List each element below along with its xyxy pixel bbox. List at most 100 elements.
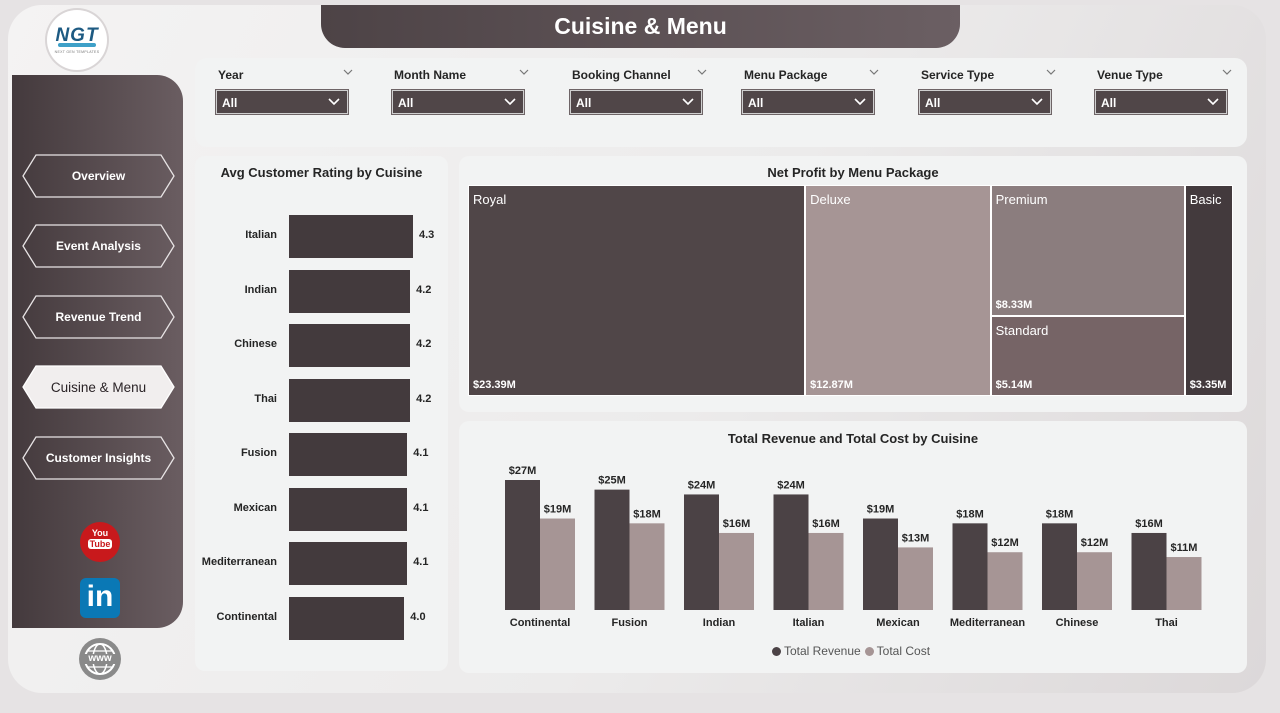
- rating-bar[interactable]: [289, 487, 408, 531]
- revenue-bar[interactable]: [1131, 532, 1167, 610]
- rating-bar[interactable]: [289, 269, 411, 313]
- page-title-bar: Cuisine & Menu: [321, 5, 960, 48]
- nav-overview-button[interactable]: Overview: [22, 154, 175, 198]
- chevron-down-icon[interactable]: [342, 66, 354, 78]
- rating-bar[interactable]: [289, 433, 408, 476]
- revenue-cost-title: Total Revenue and Total Cost by Cuisine: [727, 431, 979, 446]
- cost-bar[interactable]: [1077, 552, 1112, 610]
- revenue-bar[interactable]: [1042, 523, 1077, 610]
- cost-value-label: $11M: [1171, 542, 1198, 554]
- treemap-tile-royal[interactable]: Royal $23.39M: [468, 185, 806, 396]
- revenue-bar[interactable]: [863, 518, 898, 610]
- treemap-tile-basic[interactable]: Basic $3.35M: [1184, 185, 1233, 396]
- filter-value: All: [222, 96, 238, 110]
- treemap-tile-value: $5.14M: [995, 379, 1033, 391]
- nav-revenue-trend-button[interactable]: Revenue Trend: [22, 295, 175, 339]
- filter-dropdown[interactable]: All: [1095, 90, 1227, 114]
- rating-bar-row: Mediterranean 4.1: [195, 542, 445, 586]
- revenue-bar[interactable]: [773, 494, 809, 610]
- rating-category-label: Italian: [245, 229, 277, 241]
- revenue-value-label: $18M: [956, 508, 984, 520]
- rating-category-label: Thai: [254, 392, 277, 405]
- logo-swoosh: [58, 43, 96, 47]
- cuisine-axis-label: Chinese: [1056, 617, 1099, 629]
- nav-label: Overview: [71, 169, 126, 183]
- chevron-down-icon[interactable]: [1045, 66, 1057, 78]
- nav-label: Cuisine & Menu: [50, 379, 147, 395]
- rating-category-label: Chinese: [234, 338, 277, 350]
- rating-value-label: 4.1: [413, 501, 429, 514]
- rating-bar[interactable]: [289, 596, 405, 640]
- revenue-value-label: $24M: [777, 479, 805, 491]
- revenue-bar[interactable]: [505, 480, 540, 610]
- filter-dropdown[interactable]: All: [216, 90, 348, 114]
- cost-value-label: $12M: [991, 537, 1019, 549]
- rating-bar-row: Italian 4.3: [195, 215, 445, 259]
- legend-label-revenue: Total Revenue: [783, 644, 861, 658]
- rating-bar[interactable]: [289, 215, 413, 258]
- revenue-bar[interactable]: [684, 494, 719, 610]
- legend-item-revenue[interactable]: Total Revenue: [771, 644, 861, 658]
- filter-dropdown[interactable]: All: [742, 90, 874, 114]
- linkedin-icon[interactable]: in: [78, 576, 122, 620]
- filter-dropdown[interactable]: All: [392, 90, 524, 114]
- website-globe-icon[interactable]: www: [78, 637, 122, 681]
- rating-value-label: 4.1: [413, 556, 429, 568]
- cost-bar[interactable]: [898, 547, 933, 610]
- chevron-down-icon[interactable]: [696, 66, 708, 78]
- filter-label: Booking Channel: [572, 68, 671, 82]
- treemap-tile-standard[interactable]: Standard $5.14M: [990, 315, 1185, 396]
- cost-bar[interactable]: [987, 552, 1023, 610]
- rating-value-label: 4.0: [410, 610, 426, 623]
- nav-cuisine-menu-button[interactable]: Cuisine & Menu: [22, 365, 175, 409]
- revenue-bar[interactable]: [594, 489, 630, 610]
- revenue-bar[interactable]: [952, 523, 988, 610]
- logo-text: NGT: [55, 25, 99, 46]
- cost-value-label: $16M: [723, 518, 751, 530]
- legend-item-cost[interactable]: Total Cost: [864, 644, 930, 658]
- revenue-cost-legend: Total Revenue Total Cost: [459, 644, 1247, 658]
- rating-category-label: Continental: [216, 610, 278, 623]
- cost-bar[interactable]: [808, 532, 844, 610]
- filter-dropdown[interactable]: All: [570, 90, 702, 114]
- rating-bar[interactable]: [289, 378, 411, 422]
- filter-label: Menu Package: [744, 68, 828, 82]
- cost-bar[interactable]: [629, 523, 665, 610]
- filter-label: Venue Type: [1097, 68, 1163, 82]
- nav-customer-insights-button[interactable]: Customer Insights: [22, 436, 175, 480]
- filter-value: All: [1101, 96, 1117, 110]
- nav-event-analysis-button[interactable]: Event Analysis: [22, 224, 175, 268]
- dropdown-chevron-icon: [328, 98, 340, 106]
- rating-bar[interactable]: [289, 324, 411, 367]
- cuisine-axis-label: Thai: [1155, 617, 1178, 629]
- chevron-down-icon[interactable]: [1221, 66, 1233, 78]
- rating-value-label: 4.1: [413, 447, 429, 459]
- filter-dropdown[interactable]: All: [919, 90, 1051, 114]
- nav-label: Event Analysis: [56, 239, 141, 253]
- net-profit-card: Net Profit by Menu Package Royal $23.39M D…: [459, 156, 1247, 412]
- cost-value-label: $18M: [633, 508, 661, 520]
- cost-bar[interactable]: [719, 532, 754, 610]
- treemap-tile-premium[interactable]: Premium $8.33M: [990, 185, 1185, 316]
- cost-bar[interactable]: [540, 518, 575, 610]
- nav-label: Revenue Trend: [55, 310, 142, 324]
- dropdown-chevron-icon: [1207, 98, 1219, 106]
- chevron-down-icon[interactable]: [868, 66, 880, 78]
- revenue-value-label: $27M: [509, 465, 537, 477]
- rating-bar[interactable]: [289, 542, 408, 585]
- nav-label: Customer Insights: [45, 451, 152, 465]
- treemap-tile-name: Royal: [473, 192, 507, 207]
- rating-value-label: 4.2: [416, 392, 432, 405]
- cuisine-axis-label: Fusion: [611, 617, 647, 629]
- dropdown-chevron-icon: [504, 98, 516, 106]
- cost-value-label: $19M: [544, 504, 572, 516]
- treemap-tile-name: Deluxe: [810, 192, 851, 207]
- youtube-icon[interactable]: You Tube: [78, 520, 122, 564]
- cost-bar[interactable]: [1166, 557, 1202, 610]
- filter-value: All: [925, 96, 941, 110]
- chevron-down-icon[interactable]: [518, 66, 530, 78]
- cost-value-label: $13M: [902, 532, 930, 544]
- web-text: www: [88, 653, 112, 664]
- treemap-tile-deluxe[interactable]: Deluxe $12.87M: [805, 185, 991, 396]
- treemap-tile-name: Premium: [995, 192, 1048, 207]
